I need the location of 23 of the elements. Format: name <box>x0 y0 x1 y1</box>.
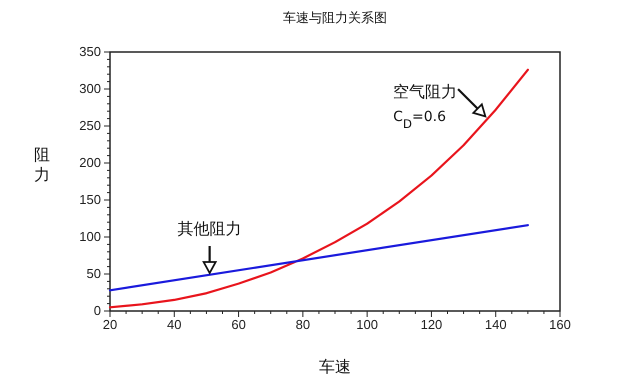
x-tick-label: 80 <box>296 317 310 332</box>
y-tick-label: 300 <box>79 81 101 96</box>
x-tick-label: 120 <box>420 317 442 332</box>
y-tick-label: 150 <box>79 192 101 208</box>
y-tick-label: 250 <box>79 118 101 134</box>
y-tick-label: 50 <box>86 266 101 282</box>
x-axis-title: 车速 <box>319 357 351 376</box>
annotation: 空气阻力 <box>393 82 458 102</box>
y-axis-title: 阻力 <box>34 145 50 184</box>
y-tick-label: 200 <box>79 155 101 170</box>
y-tick-label: 350 <box>79 44 101 60</box>
line-series <box>108 68 529 308</box>
chart-title: 车速与阻力关系图 <box>283 11 387 26</box>
annotation: 其他阻力 <box>178 219 242 238</box>
x-tick-label: 140 <box>484 317 507 332</box>
x-tick-label: 60 <box>231 317 246 332</box>
x-tick-label: 20 <box>102 317 118 332</box>
x-tick-label: 160 <box>549 317 571 332</box>
x-tick-label: 40 <box>167 317 182 332</box>
x-tick-label: 100 <box>356 317 378 332</box>
annotation: C$_{D}$=0.6 <box>393 109 446 132</box>
y-tick-label: 100 <box>79 229 101 244</box>
y-tick-label: 0 <box>94 303 101 318</box>
